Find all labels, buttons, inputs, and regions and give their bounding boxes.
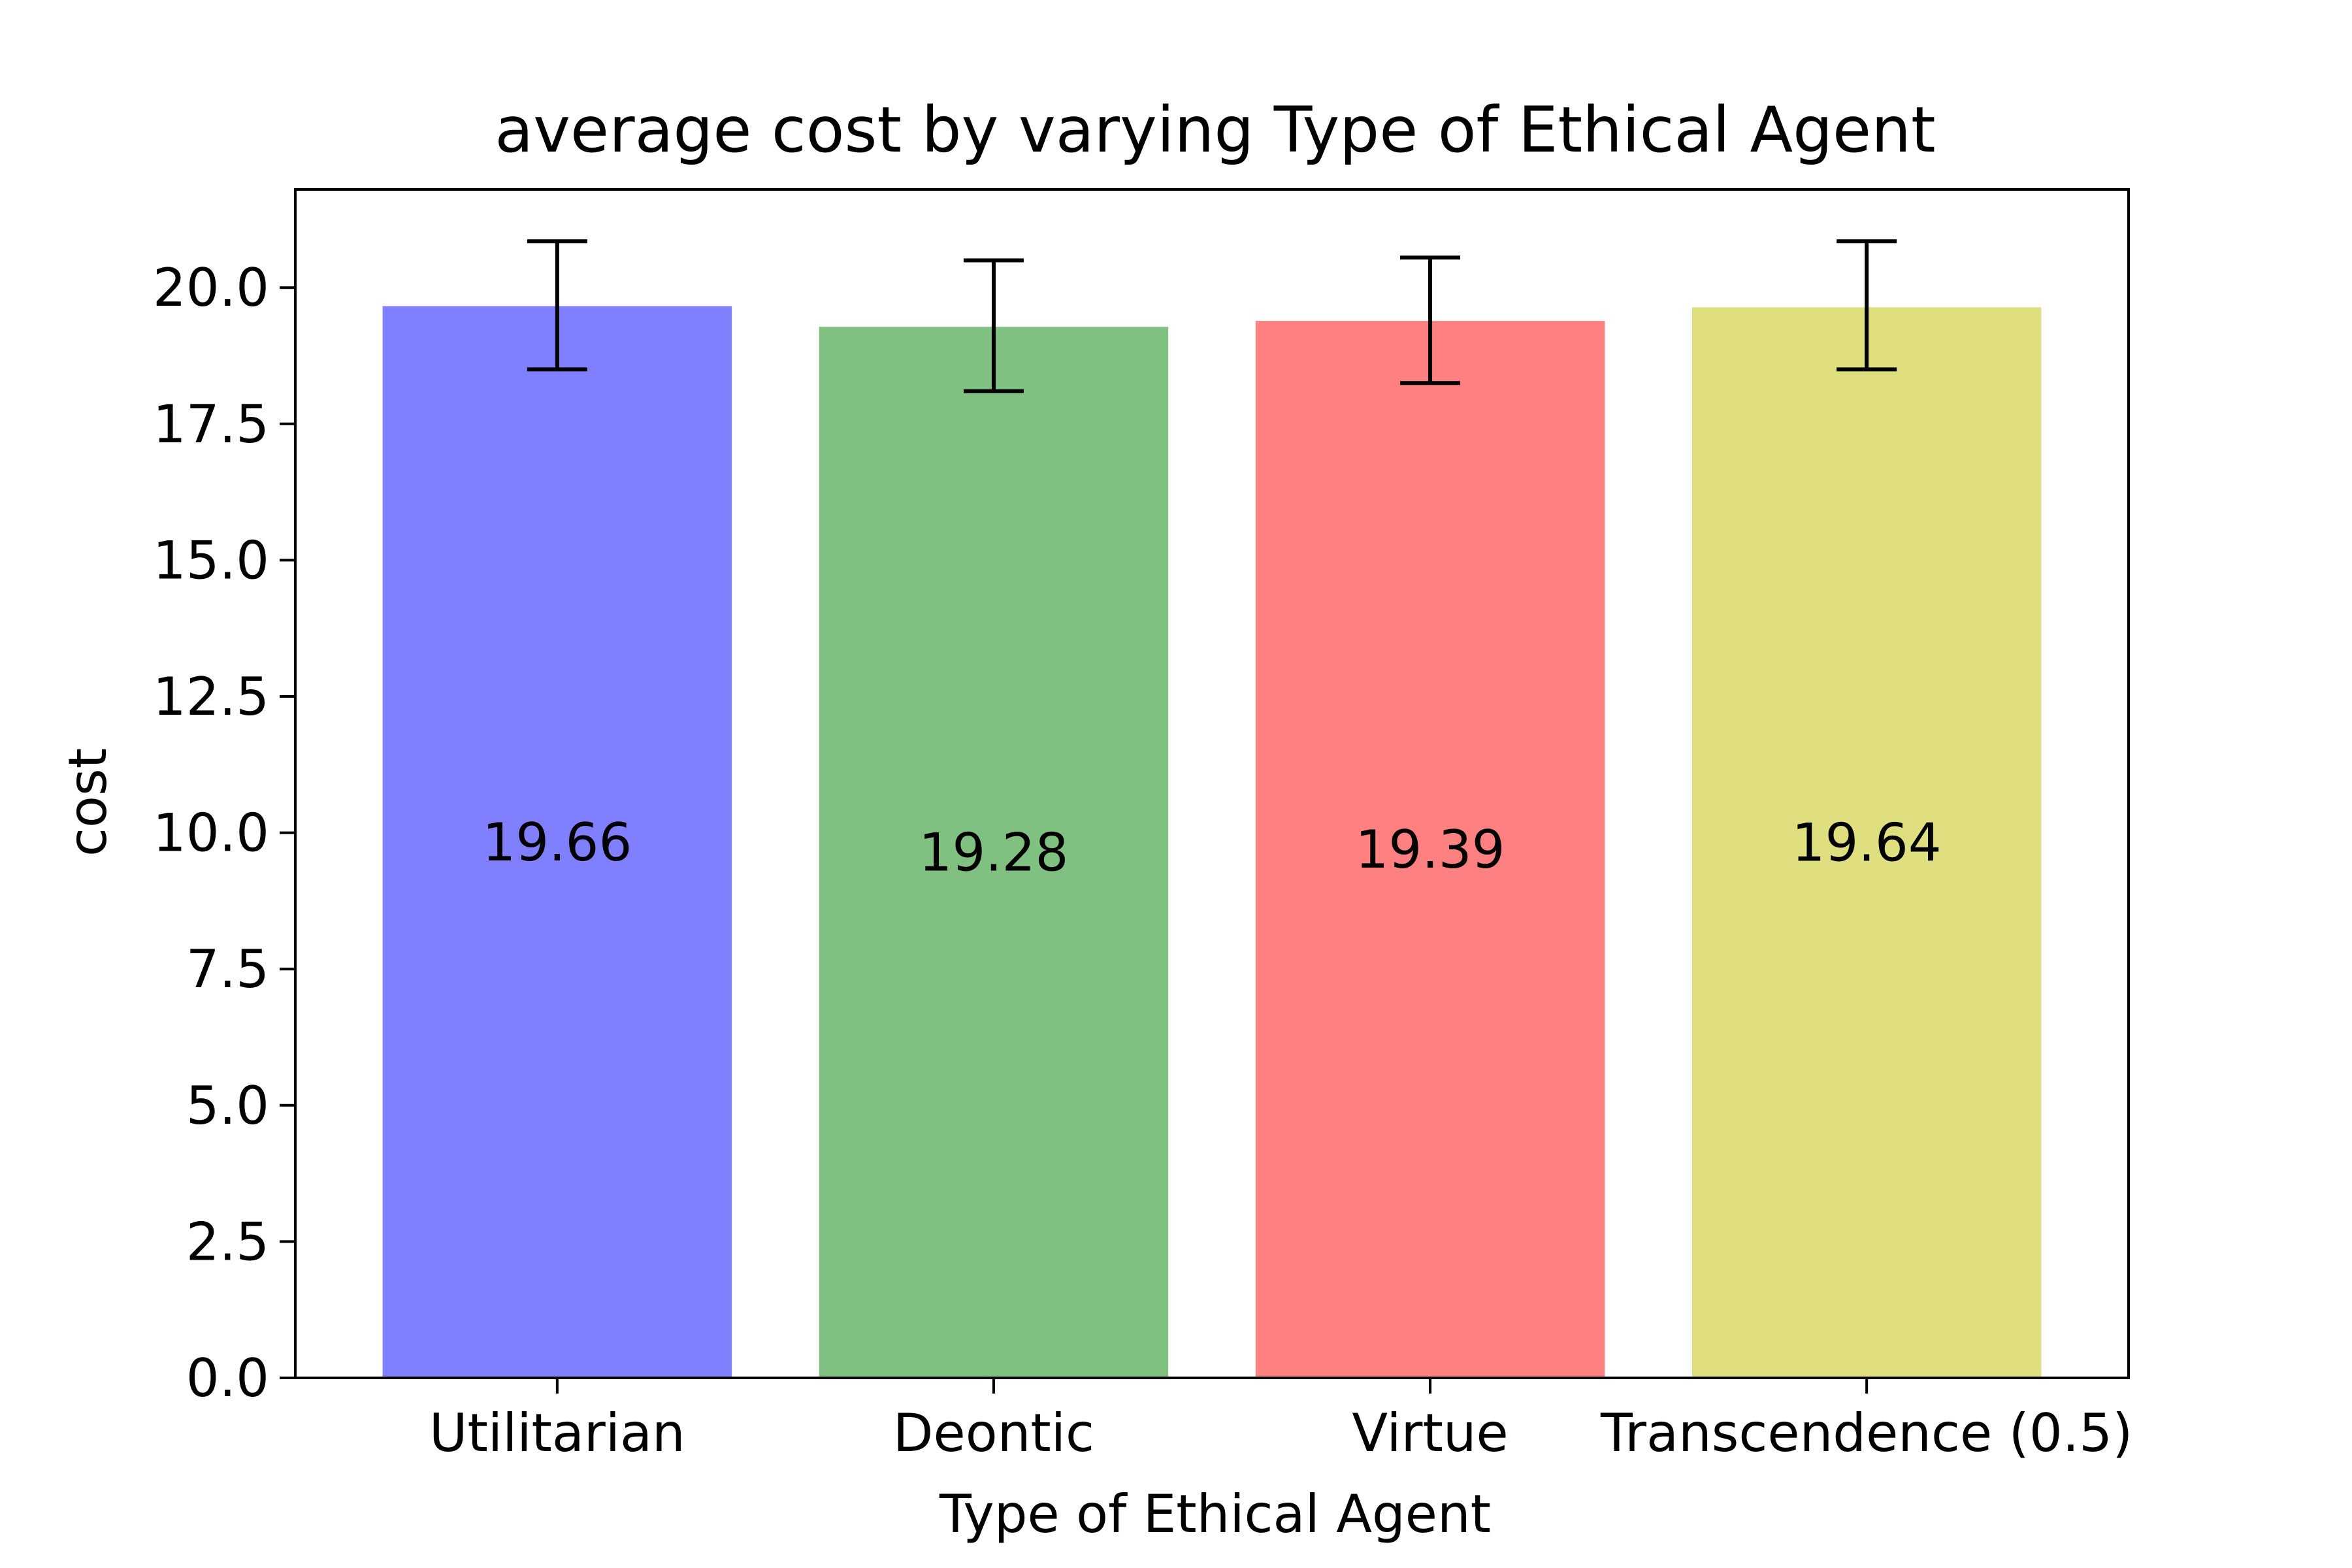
x-axis: Utilitarian Deontic Virtue Transcendence (0… [429, 1378, 2132, 1463]
y-tick-label-3: 7.5 [186, 939, 269, 1000]
y-tick-label-5: 12.5 [153, 666, 269, 727]
bar-3 [1691, 307, 2042, 1378]
x-tick-label-2: Virtue [1352, 1403, 1508, 1463]
bars-group [382, 306, 2042, 1378]
bar-1 [819, 327, 1169, 1378]
chart-title: average cost by varying Type of Ethical … [495, 93, 1935, 167]
y-tick-label-7: 17.5 [153, 394, 269, 455]
y-tick-label-6: 15.0 [153, 530, 269, 591]
bar-0 [382, 306, 732, 1378]
y-tick-label-4: 10.0 [153, 803, 269, 864]
y-tick-label-2: 5.0 [186, 1075, 269, 1136]
error-bar-3 [1837, 239, 1897, 372]
value-label-2: 19.39 [1356, 819, 1505, 880]
value-label-0: 19.66 [482, 812, 632, 873]
y-tick-label-0: 0.0 [186, 1348, 269, 1409]
y-tick-label-8: 20.0 [153, 257, 269, 318]
value-label-1: 19.28 [919, 823, 1068, 883]
y-axis-label: cost [57, 748, 118, 857]
value-label-3: 19.64 [1792, 813, 1942, 874]
x-axis-label: Type of Ethical Agent [939, 1484, 1491, 1544]
y-axis: 0.0 2.5 5.0 7.5 10.0 12.5 15.0 17.5 20.0 [153, 257, 295, 1409]
value-labels-group: 19.66 19.28 19.39 19.64 [482, 812, 1941, 883]
x-tick-label-0: Utilitarian [429, 1403, 685, 1463]
y-tick-label-1: 2.5 [186, 1211, 269, 1272]
bar-2 [1255, 321, 1605, 1378]
x-tick-label-3: Transcendence (0.5) [1600, 1403, 2132, 1463]
error-bar-0 [527, 239, 587, 372]
error-bars-group [527, 239, 1897, 393]
error-bar-2 [1400, 255, 1461, 385]
x-tick-label-1: Deontic [893, 1403, 1094, 1463]
plot-area-frame [294, 188, 2130, 1379]
error-bar-1 [963, 258, 1024, 393]
